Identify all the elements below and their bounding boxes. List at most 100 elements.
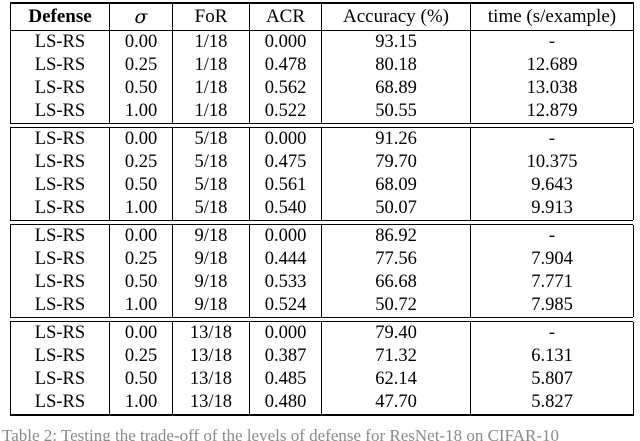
table-row: LS-RS 1.00 13/18 0.480 47.70 5.827	[10, 391, 634, 415]
table-cell: 10.375	[470, 151, 634, 174]
double-rule-separator	[10, 220, 633, 225]
table-caption-clipped: Table 2: Testing the trade-off of the le…	[2, 426, 560, 441]
table-cell: -	[470, 225, 634, 248]
table-cell: 5/18	[172, 197, 250, 220]
table-row: LS-RS 0.00 9/18 0.000 86.92-	[10, 225, 634, 248]
table-row: LS-RS 1.00 1/18 0.522 50.55 12.879	[10, 100, 634, 123]
table-header: Defense σ FoR ACR Accuracy (%) time (s/e…	[10, 2, 634, 31]
table-cell: 9.643	[470, 174, 634, 197]
table-cell: 1/18	[172, 54, 250, 77]
table-cell: 6.131	[470, 345, 634, 368]
table-cell: 50.72	[321, 294, 471, 317]
table-cell: 7.771	[470, 271, 634, 294]
table-cell: 13/18	[172, 368, 250, 391]
table-cell: 0.25	[109, 248, 173, 271]
table-row: LS-RS 0.50 9/18 0.533 66.68 7.771	[10, 271, 634, 294]
table-cell: LS-RS	[10, 174, 110, 197]
table-cell: 0.25	[109, 151, 173, 174]
table-cell: LS-RS	[10, 345, 110, 368]
table-cell: 13/18	[172, 391, 250, 415]
table-row: LS-RS 1.00 5/18 0.540 50.07 9.913	[10, 197, 634, 220]
table-cell: 1.00	[109, 391, 173, 415]
table-cell: 5.827	[470, 391, 634, 415]
table-cell: 0.387	[249, 345, 322, 368]
table-cell: 0.000	[249, 225, 322, 248]
table-cell: LS-RS	[10, 100, 110, 123]
table-cell: 0.50	[109, 174, 173, 197]
table-cell: 0.50	[109, 368, 173, 391]
table-cell: 93.15	[321, 31, 471, 54]
table-cell: 0.533	[249, 271, 322, 294]
table-cell: 0.485	[249, 368, 322, 391]
table-block-1: LS-RS 0.00 1/18 0.000 93.15- LS-RS 0.25 1/18 0.4…	[10, 31, 634, 123]
table-row: LS-RS 1.00 9/18 0.524 50.72 7.985	[10, 294, 634, 317]
table-cell: 1/18	[172, 31, 250, 54]
table-block-2: LS-RS 0.00 5/18 0.000 91.26- LS-RS 0.25 5/18 0.4…	[10, 128, 634, 220]
table-cell: 5/18	[172, 151, 250, 174]
table-row: LS-RS 0.25 9/18 0.444 77.56 7.904	[10, 248, 634, 271]
table-block-3: LS-RS 0.00 9/18 0.000 86.92- LS-RS 0.25 9/18 0.4…	[10, 225, 634, 317]
table-cell: 1.00	[109, 100, 173, 123]
table-cell: 47.70	[321, 391, 471, 415]
table-cell: 68.89	[321, 77, 471, 100]
table-cell: 0.00	[109, 225, 173, 248]
table-cell: 0.524	[249, 294, 322, 317]
col-header-acr: ACR	[249, 3, 322, 31]
table-cell: 1/18	[172, 100, 250, 123]
table-cell: 91.26	[321, 128, 471, 151]
table-row: LS-RS 0.25 13/18 0.387 71.32 6.131	[10, 345, 634, 368]
table-cell: LS-RS	[10, 322, 110, 345]
table-cell: 0.478	[249, 54, 322, 77]
col-header-accuracy: Accuracy (%)	[321, 3, 471, 31]
table-cell: 5.807	[470, 368, 634, 391]
table-block-4: LS-RS 0.00 13/18 0.000 79.40- LS-RS 0.25 13/18 0…	[10, 322, 634, 416]
table-cell: 9.913	[470, 197, 634, 220]
results-table: Defense σ FoR ACR Accuracy (%) time (s/e…	[10, 2, 634, 416]
table-cell: LS-RS	[10, 225, 110, 248]
table-cell: -	[470, 322, 634, 345]
table-cell: LS-RS	[10, 248, 110, 271]
table-cell: -	[470, 31, 634, 54]
table-row: LS-RS 0.50 1/18 0.562 68.89 13.038	[10, 77, 634, 100]
table-cell: 0.000	[249, 322, 322, 345]
table-cell: 9/18	[172, 294, 250, 317]
table-cell: 0.000	[249, 31, 322, 54]
table-cell: 0.00	[109, 31, 173, 54]
table-cell: 0.540	[249, 197, 322, 220]
table-cell: 50.55	[321, 100, 471, 123]
table-cell: LS-RS	[10, 128, 110, 151]
table-row: LS-RS 0.00 13/18 0.000 79.40-	[10, 322, 634, 345]
table-cell: LS-RS	[10, 31, 110, 54]
double-rule-separator	[10, 317, 633, 322]
table-cell: 79.40	[321, 322, 471, 345]
col-header-time: time (s/example)	[470, 3, 634, 31]
table-cell: 1.00	[109, 197, 173, 220]
table-cell: 71.32	[321, 345, 471, 368]
table-cell: LS-RS	[10, 77, 110, 100]
table-cell: 9/18	[172, 271, 250, 294]
table-row: LS-RS 0.00 1/18 0.000 93.15-	[10, 31, 634, 54]
table-cell: LS-RS	[10, 368, 110, 391]
table-cell: 79.70	[321, 151, 471, 174]
col-header-for: FoR	[172, 3, 250, 31]
table-cell: 9/18	[172, 225, 250, 248]
table-cell: 5/18	[172, 128, 250, 151]
table-row: LS-RS 0.50 5/18 0.561 68.09 9.643	[10, 174, 634, 197]
table-cell: 9/18	[172, 248, 250, 271]
table-cell: 0.522	[249, 100, 322, 123]
table-cell: 62.14	[321, 368, 471, 391]
table-cell: 0.561	[249, 174, 322, 197]
table-cell: 0.25	[109, 345, 173, 368]
table-cell: 13/18	[172, 345, 250, 368]
table-cell: LS-RS	[10, 54, 110, 77]
table-cell: 0.50	[109, 271, 173, 294]
table-row: LS-RS 0.50 13/18 0.485 62.14 5.807	[10, 368, 634, 391]
header-row: Defense σ FoR ACR Accuracy (%) time (s/e…	[10, 3, 634, 31]
table-cell: 0.50	[109, 77, 173, 100]
table-cell: 7.985	[470, 294, 634, 317]
table-cell: 0.475	[249, 151, 322, 174]
table-cell: 12.879	[470, 100, 634, 123]
table-cell: 0.25	[109, 54, 173, 77]
col-header-defense: Defense	[10, 3, 110, 31]
